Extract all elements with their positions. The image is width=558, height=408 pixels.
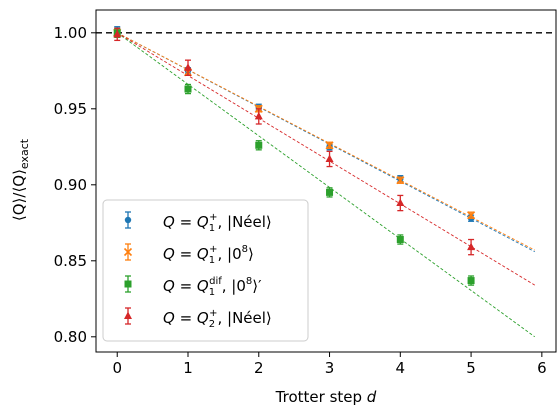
- point-marker: [254, 111, 263, 120]
- legend-entry-3: Q = Q1dif, |08⟩′: [163, 276, 262, 298]
- point-marker: [325, 141, 334, 150]
- legend-marker-2: [123, 243, 133, 261]
- data-point-series-3: [326, 187, 334, 198]
- data-point-series-3: [467, 275, 475, 286]
- point-marker: [396, 176, 405, 185]
- data-point-series-3: [184, 83, 192, 95]
- point-marker: [467, 277, 475, 285]
- data-point-series-3: [255, 140, 263, 151]
- data-point-series-2: [396, 176, 405, 185]
- point-marker: [396, 198, 405, 207]
- x-tick-label: 6: [537, 359, 547, 377]
- x-tick-label: 2: [254, 359, 264, 377]
- data-point-series-3: [396, 234, 404, 245]
- point-marker: [113, 29, 122, 38]
- legend-marker-1: [124, 211, 132, 229]
- data-point-series-2: [325, 141, 334, 150]
- x-marker-stroke: [123, 247, 133, 257]
- point-marker: [184, 63, 192, 71]
- legend-entry-1: Q = Q1+, |Néel⟩: [163, 212, 272, 234]
- legend-entry-2: Q = Q1+, |08⟩: [163, 244, 254, 266]
- x-axis-ticks: 0 1 2 3 4 5 6: [112, 352, 547, 377]
- data-point-series-4: [254, 108, 263, 125]
- point-marker: [325, 154, 334, 162]
- data-point-series-2: [467, 211, 476, 220]
- x-tick-label: 5: [466, 359, 476, 377]
- y-tick-label: 0.80: [54, 328, 87, 346]
- legend: Q = Q1+, |Néel⟩ Q = Q1+, |08⟩ Q = Q1dif,…: [102, 199, 309, 342]
- legend-entry-4: Q = Q2+, |Néel⟩: [163, 308, 272, 330]
- data-point-series-4: [325, 150, 334, 168]
- legend-marker-3: [124, 275, 132, 293]
- legend-marker-symbol: [124, 216, 132, 224]
- point-marker: [467, 242, 476, 251]
- x-tick-label: 0: [112, 359, 122, 377]
- point-marker: [396, 236, 404, 244]
- data-points: [113, 26, 476, 286]
- x-tick-label: 3: [325, 359, 335, 377]
- x-tick-label: 1: [183, 359, 193, 377]
- x-marker-stroke: [325, 141, 334, 150]
- legend-marker-symbol: [124, 280, 132, 288]
- x-marker-stroke: [396, 176, 405, 185]
- point-marker: [326, 188, 334, 196]
- fit-line-series-3: [116, 32, 536, 338]
- point-marker: [467, 211, 476, 220]
- legend-marker-symbol: [124, 311, 132, 319]
- data-point-series-4: [184, 59, 192, 77]
- y-tick-label: 0.90: [54, 176, 87, 194]
- point-marker: [184, 85, 192, 93]
- point-marker: [255, 141, 263, 149]
- legend-markers: [123, 211, 133, 325]
- fit-line-series-2: [117, 32, 535, 251]
- y-tick-label: 0.85: [54, 252, 87, 270]
- x-axis-label: Trotter step d: [275, 388, 377, 406]
- y-axis-ticks: 0.80 0.85 0.90 0.95 1.00: [54, 24, 96, 346]
- x-marker-stroke: [467, 211, 476, 220]
- y-axis-label: ⟨Q⟩/⟨Q⟩exact: [10, 138, 31, 221]
- data-point-series-4: [467, 238, 476, 256]
- y-tick-label: 1.00: [54, 24, 87, 42]
- plot-frame: [95, 9, 557, 353]
- data-point-series-4: [396, 194, 405, 212]
- legend-marker-symbol: [123, 247, 133, 257]
- x-tick-label: 4: [396, 359, 406, 377]
- legend-box: [102, 199, 309, 342]
- data-point-series-4: [113, 27, 122, 42]
- y-tick-label: 0.95: [54, 100, 87, 118]
- legend-marker-4: [124, 307, 132, 325]
